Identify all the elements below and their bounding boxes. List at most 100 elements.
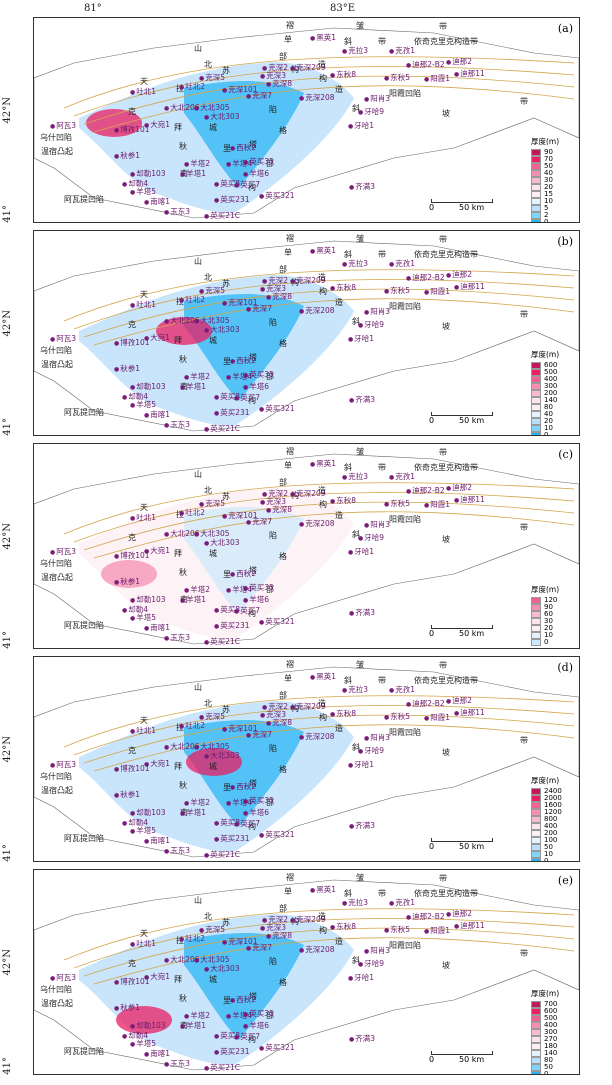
region-label: 部 [279, 478, 287, 487]
legend-row: 400 [531, 376, 573, 383]
legend-row: 50 [531, 1064, 573, 1071]
region-label: 构 [319, 926, 327, 935]
well-marker: 西秋2 [230, 568, 256, 579]
well-marker: 阳肖3 [364, 945, 390, 956]
legend-swatch [531, 212, 541, 219]
well-marker: 羊塔2 [184, 1010, 210, 1021]
region-label: 里 [223, 783, 231, 792]
region-label: 里 [223, 144, 231, 153]
well-marker: 博孜101 [114, 550, 149, 561]
well-marker: 阳霞1 [424, 712, 450, 723]
well-marker: 英买231 [214, 833, 249, 844]
region-label: 带 [378, 889, 386, 898]
legend-row: 10 [531, 632, 573, 639]
region-label: 带 [520, 97, 528, 106]
well-marker: 克深5 [199, 924, 225, 935]
well-marker: 英买7 [234, 392, 260, 403]
scale-km: 50 km [459, 1055, 485, 1064]
legend-swatch [531, 418, 541, 425]
legend-row: 600 [531, 1008, 573, 1015]
well-marker: 克深101 [222, 510, 257, 521]
fault-line [93, 724, 575, 772]
well-marker: 羊塔1 [180, 807, 206, 818]
well-marker: 迪那11 [454, 920, 485, 931]
well-marker: 羊塔6 [243, 381, 269, 392]
panel-letter: (e) [557, 874, 573, 887]
well-marker: 却勒4 [122, 1030, 148, 1041]
legend-value: 2 [544, 211, 549, 219]
legend-value: 30 [544, 617, 553, 625]
legend-swatch [531, 844, 541, 851]
well-marker: 南喀1 [144, 1048, 170, 1059]
region-label: 北 [204, 60, 212, 69]
well-marker: 阳霞1 [424, 286, 450, 297]
legend-row: 700 [531, 1001, 573, 1008]
region-label: 褶 [286, 234, 294, 243]
well-marker: 英买35 [243, 795, 274, 806]
thickness-legend: 厚度(m) 90 70 50 40 30 20 15 10 5 2 0 [531, 136, 573, 222]
region-label: 褶 [286, 21, 294, 30]
legend-swatch [531, 1001, 541, 1008]
region-label: 山 [194, 683, 202, 692]
lat-42-label: 42°N [2, 523, 13, 550]
region-label: 依奇克里克构造带 [414, 676, 478, 685]
scale-bar: 0 50 km [429, 835, 501, 851]
well-marker: 迪那11 [454, 494, 485, 505]
panel-letter: (d) [557, 661, 573, 674]
legend-swatch [531, 411, 541, 418]
map-panel-e: (e) 褶皱带单斜带山北部构造带天拉苏构造克拜城陷格秋里塔南部构阳霞凹陷斜坡温宿凸… [33, 869, 580, 1075]
well-marker: 齐满3 [349, 820, 375, 831]
region-label: 带 [378, 463, 386, 472]
legend-row: 50 [531, 844, 573, 851]
well-marker: 克深8 [266, 717, 292, 728]
thickness-legend: 厚度(m) 120 90 60 30 20 10 0 [531, 584, 573, 646]
legend-value: 0 [544, 638, 549, 646]
legend-value: 2000 [544, 794, 562, 802]
region-label: 天 [140, 929, 148, 938]
well-marker: 克深5 [199, 285, 225, 296]
well-marker: 吐北2 [179, 933, 205, 944]
region-label: 带 [439, 22, 447, 31]
well-marker: 东秋8 [330, 708, 356, 719]
well-marker: 大北206 [164, 102, 199, 113]
well-marker: 克拉3 [342, 45, 368, 56]
well-marker: 迪那2-B2 [406, 272, 444, 283]
legend-row: 40 [531, 411, 573, 418]
well-marker: 阿瓦3 [50, 546, 76, 557]
region-label: 格 [279, 978, 287, 987]
well-marker: 羊塔5 [130, 1038, 156, 1049]
region-label: 皱 [356, 873, 364, 882]
region-label: 带 [378, 676, 386, 685]
well-marker: 黑英1 [310, 32, 336, 43]
map-panel-d: (d) 褶皱带单斜带山北部构造带天拉苏构造克拜城陷格秋里塔南部构阳霞凹陷斜坡温宿凸… [33, 656, 580, 862]
legend-swatch [531, 404, 541, 411]
legend-swatch [531, 383, 541, 390]
well-marker: 英买35 [243, 156, 274, 167]
map-canvas [34, 666, 579, 858]
well-marker: 克孜1 [389, 897, 415, 908]
legend-value: 20 [544, 624, 553, 632]
well-marker: 阿瓦3 [50, 759, 76, 770]
region-label: 构 [319, 287, 327, 296]
legend-value: 30 [544, 176, 553, 184]
map-canvas [34, 240, 579, 432]
well-marker: 牙哈1 [348, 546, 374, 557]
well-marker: 克深208 [299, 92, 334, 103]
well-marker: 南喀1 [144, 196, 170, 207]
region-label: 温宿凸起 [41, 360, 73, 369]
legend-row: 140 [531, 1050, 573, 1057]
well-marker: 迪那11 [454, 707, 485, 718]
region-label: 克 [128, 746, 136, 755]
well-marker: 迪那2-B2 [406, 485, 444, 496]
well-marker: 羊塔5 [130, 825, 156, 836]
legend-swatch [531, 205, 541, 212]
well-marker: 克深208 [299, 518, 334, 529]
lat-41-label: 41° [2, 844, 13, 862]
well-marker: 牙哈9 [358, 319, 384, 330]
region-label: 造 [335, 298, 343, 307]
region-label: 坡 [442, 961, 450, 970]
legend-row: 400 [531, 823, 573, 830]
legend-swatch [531, 163, 541, 170]
region-label: 陷 [269, 105, 277, 114]
well-marker: 克深208 [299, 731, 334, 742]
